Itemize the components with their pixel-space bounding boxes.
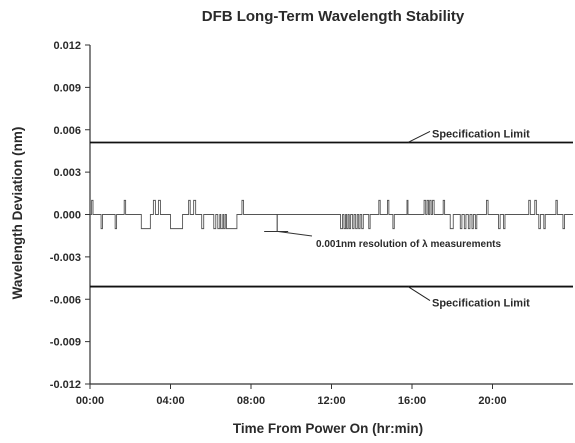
y-axis-label: Wavelength Deviation (nm): [10, 127, 25, 300]
spec-limit-label: Specification Limit: [432, 128, 530, 140]
x-tick-label: 16:00: [398, 395, 426, 407]
y-tick-label: -0.003: [50, 252, 81, 264]
spec-limit-leader: [407, 131, 431, 143]
y-tick-label: 0.009: [53, 82, 81, 94]
x-tick-label: 12:00: [317, 395, 345, 407]
y-tick-label: 0.000: [53, 210, 81, 222]
y-tick-label: -0.012: [50, 379, 81, 391]
y-tick-label: 0.006: [53, 125, 81, 137]
x-tick-label: 08:00: [237, 395, 265, 407]
y-tick-label: 0.012: [53, 40, 81, 52]
chart-title: DFB Long-Term Wavelength Stability: [202, 8, 465, 25]
resolution-leader: [278, 230, 313, 237]
y-tick-label: -0.006: [50, 294, 81, 306]
y-tick-label: 0.003: [53, 167, 81, 179]
x-tick-label: 20:00: [478, 395, 506, 407]
spec-limit-label: Specification Limit: [432, 298, 530, 310]
y-tick-label: -0.009: [50, 337, 81, 349]
spec-limit-leader: [407, 286, 431, 301]
x-axis-label: Time From Power On (hr:min): [233, 421, 423, 436]
wavelength-deviation-trace: [90, 199, 573, 230]
resolution-annotation: 0.001nm resolution of λ measurements: [316, 239, 502, 250]
x-tick-label: 04:00: [156, 395, 184, 407]
x-tick-label: 00:00: [76, 395, 104, 407]
